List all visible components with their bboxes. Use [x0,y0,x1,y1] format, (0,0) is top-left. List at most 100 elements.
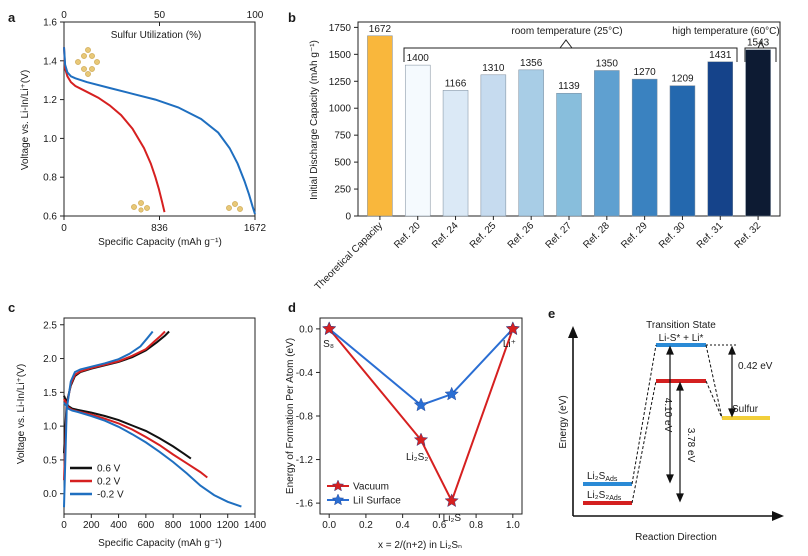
b-bar [594,70,620,217]
b-bar [442,90,469,217]
d-ytick-label: -1.2 [296,455,314,466]
b-value-label: 1350 [596,59,619,70]
b-ytick-label: 1000 [329,104,352,115]
c-legend-label: 0.6 V [97,464,121,475]
d-star-marker [413,397,429,412]
d-ytick-label: 0.0 [299,324,313,335]
b-bar [631,78,658,217]
panel-label-c: c [8,300,15,315]
sulfur-ring-icon [75,47,100,77]
d-xtick-label: 0.8 [469,520,483,531]
panel-b-ylabel: Initial Discharge Capacity (mAh g⁻¹) [309,40,320,200]
panel-d-ylabel: Energy of Formation Per Atom (eV) [285,338,296,494]
panel-c-legend: 0.6 V 0.2 V -0.2 V [70,464,124,501]
b-category-label: Ref. 31 [695,220,726,251]
transition-state-label: Transition State [646,320,716,331]
b-ytick-label: 1500 [329,50,352,61]
b-bar [404,64,431,217]
d-legend-label: LiI Surface [353,496,401,507]
energy-axis-label: Energy (eV) [558,395,569,448]
b-value-label: 1356 [520,58,543,69]
panel-d-legend: Vacuum LiI Surface [327,479,401,507]
a-ytick-label: 1.0 [43,134,57,145]
b-value-label: 1672 [369,24,392,35]
c-xtick-label: 1400 [244,520,267,531]
panel-label-d: d [288,300,296,315]
b-ytick-label: 1750 [329,23,352,34]
d-xtick-label: 0.4 [396,520,410,531]
reaction-path-dashed [631,344,723,504]
c-xtick-label: 800 [165,520,182,531]
sulfur-label: Sulfur [732,404,759,415]
c-xtick-label: 0 [61,520,67,531]
panel-a-ylabel: Voltage vs. Li-In/Li⁺(V) [20,70,31,170]
b-ytick-label: 250 [334,185,351,196]
d-legend-label: Vacuum [353,482,389,493]
reaction-axis-label: Reaction Direction [635,532,717,543]
panel-a-frame [63,21,256,217]
b-category-label: Ref. 24 [430,220,461,251]
b-category-label: Theoretical Capacity [313,220,385,292]
a-ytick-label: 0.8 [43,173,57,184]
a-toptick-label: 100 [247,10,264,21]
b-ytick-label: 1250 [329,77,352,88]
d-ytick-label: -0.4 [296,368,314,379]
a-series-line-blue [63,47,256,215]
panel-label-e: e [548,306,555,321]
c-xtick-label: 1000 [189,520,212,531]
b-value-label: 1310 [482,63,505,74]
energy-gap-arrows [666,345,736,503]
a-toptick-label: 50 [154,10,166,21]
c-ytick-label: 1.5 [43,388,57,399]
b-value-label: 1209 [671,74,694,85]
a-ytick-label: 1.6 [43,18,57,29]
d-star-marker [413,432,429,447]
a-series-line-red [63,47,166,213]
d-star-marker [322,321,337,336]
d-xtick-label: 1.0 [506,520,520,531]
panel-a: Sulfur Utilization (%) Specific Capacity… [20,10,267,248]
d-point-label-s8: S₈ [323,339,334,350]
d-xtick-label: 0.6 [432,520,446,531]
li2s2-ads-label: Li₂S₂Ads [587,490,622,502]
a-ytick-label: 0.6 [43,212,57,223]
d-series-line [328,328,514,504]
d-star-marker [505,321,520,336]
b-category-label: Ref. 32 [733,220,764,251]
panel-d: x = 2/(n+2) in Li₂Sₙ Energy of Formation… [285,317,523,551]
panel-label-a: a [8,10,16,25]
gap-410-label: 4.10 eV [662,398,673,433]
b-ytick-label: 750 [334,131,351,142]
d-point-label-li2s: Li₂S [443,513,462,524]
panel-d-xlabel: x = 2/(n+2) in Li₂Sₙ [378,540,462,551]
d-xtick-label: 0.0 [322,520,336,531]
c-xtick-label: 1200 [217,520,240,531]
panel-c: Specific Capacity (mAh g⁻¹) Voltage vs. … [16,317,267,549]
b-category-label: Ref. 26 [506,220,537,251]
panel-a-xlabel: Specific Capacity (mAh g⁻¹) [98,237,222,248]
panel-c-frame [63,317,256,515]
b-category-label: Ref. 20 [392,220,423,251]
b-bar [480,74,507,217]
c-ytick-label: 0.0 [43,489,57,500]
d-point-label-li: Li⁺ [503,339,516,350]
b-value-label: 1543 [747,38,770,49]
b-category-label: Ref. 30 [657,220,688,251]
c-ytick-label: 1.0 [43,422,57,433]
d-point-label-li2s2: Li₂S₂ [406,452,428,463]
li2s-ads-label: Li₂SAds [587,471,618,483]
b-bar [745,49,771,217]
b-value-label: 1270 [634,67,657,78]
c-xtick-label: 200 [83,520,100,531]
b-ytick-label: 0 [345,212,351,223]
room-temp-label: room temperature (25°C) [511,26,622,37]
gap-042-label: 0.42 eV [738,361,773,372]
panel-label-b: b [288,10,296,25]
c-ytick-label: 2.0 [43,354,57,365]
b-bar [669,85,696,217]
b-ytick-label: 500 [334,158,351,169]
room-temp-bracket [403,39,738,62]
c-discharge-line [63,395,192,460]
a-xtick-label: 1672 [244,223,267,234]
